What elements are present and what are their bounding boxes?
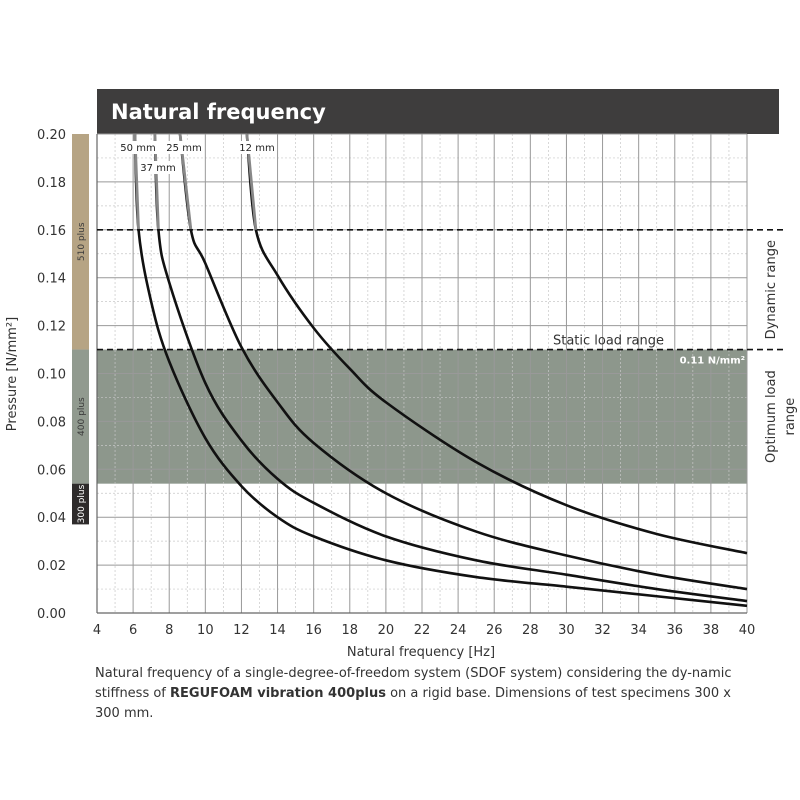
x-tick-label: 26 [486,623,503,638]
dynamic-range-label: Dynamic range [764,240,779,339]
product-band [72,483,89,525]
x-tick-label: 38 [703,623,720,638]
curve-37mm [153,133,748,603]
y-tick-label: 0.14 [37,272,66,287]
x-tick-label: 16 [305,623,322,638]
curve-25mm [178,133,748,591]
chart-caption: Natural frequency of a single-degree-of-… [95,664,735,724]
y-tick-label: 0.02 [37,559,66,574]
y-tick-label: 0.00 [37,607,66,622]
caption-product-name: REGUFOAM vibration 400plus [170,686,386,701]
x-tick-label: 28 [522,623,539,638]
title-bar [97,89,779,134]
natural-frequency-chart: Natural frequency 4 6 8 10 12 14 16 18 20 22 24 26 28… [5,89,798,660]
product-band-label: 400 plus [77,397,87,436]
static-load-range-label: Static load range [553,334,664,349]
x-tick-label: 34 [630,623,647,638]
chart-title: Natural frequency [111,100,326,124]
curve-label: 25 mm [166,143,201,154]
x-axis-label: Natural frequency [Hz] [347,645,495,660]
y-tick-label: 0.04 [37,511,66,526]
curve-label-bg [119,141,157,154]
y-axis-label: Pressure [N/mm²] [5,317,20,431]
x-tick-label: 14 [269,623,286,638]
curve-label-bg [238,141,276,154]
caption-text-1: Natural frequency of a single-degree-of-… [95,666,732,701]
y-tick-label: 0.20 [37,128,66,143]
y-tick-label: 0.18 [37,176,66,191]
caption-text-2: on a rigid base. Dimensions of test spec… [95,686,731,721]
optimum-load-range-label-2: range [783,398,798,436]
x-tick-label: 4 [93,623,101,638]
x-tick-label: 20 [378,623,395,638]
y-tick-label: 0.12 [37,320,66,335]
x-tick-label: 36 [667,623,684,638]
product-band [72,134,89,350]
optimum-load-range-label: Optimum load [764,370,779,463]
static-load-value-label: 0.11 N/mm² [680,356,745,367]
x-tick-label: 30 [558,623,575,638]
x-tick-label: 10 [197,623,214,638]
curve-label: 50 mm [120,143,155,154]
x-tick-label: 22 [414,623,431,638]
x-tick-label: 6 [129,623,137,638]
curve-label-bg [165,141,203,154]
x-tick-label: 24 [450,623,467,638]
product-band [72,349,89,484]
curve-label: 37 mm [140,163,175,174]
x-tick-label: 8 [165,623,173,638]
y-tick-label: 0.06 [37,463,66,478]
x-tick-label: 40 [739,623,756,638]
curve-label: 12 mm [239,143,274,154]
curve-12mm [245,133,748,555]
product-band-label: 300 plus [77,484,87,523]
x-tick-label: 18 [342,623,359,638]
y-tick-label: 0.08 [37,415,66,430]
y-tick-label: 0.16 [37,224,66,239]
x-tick-label: 12 [233,623,250,638]
product-band-label: 510 plus [77,222,87,261]
y-tick-label: 0.10 [37,368,66,383]
x-tick-label: 32 [594,623,611,638]
curve-50mm [133,133,748,608]
curve-label-bg [139,161,177,174]
